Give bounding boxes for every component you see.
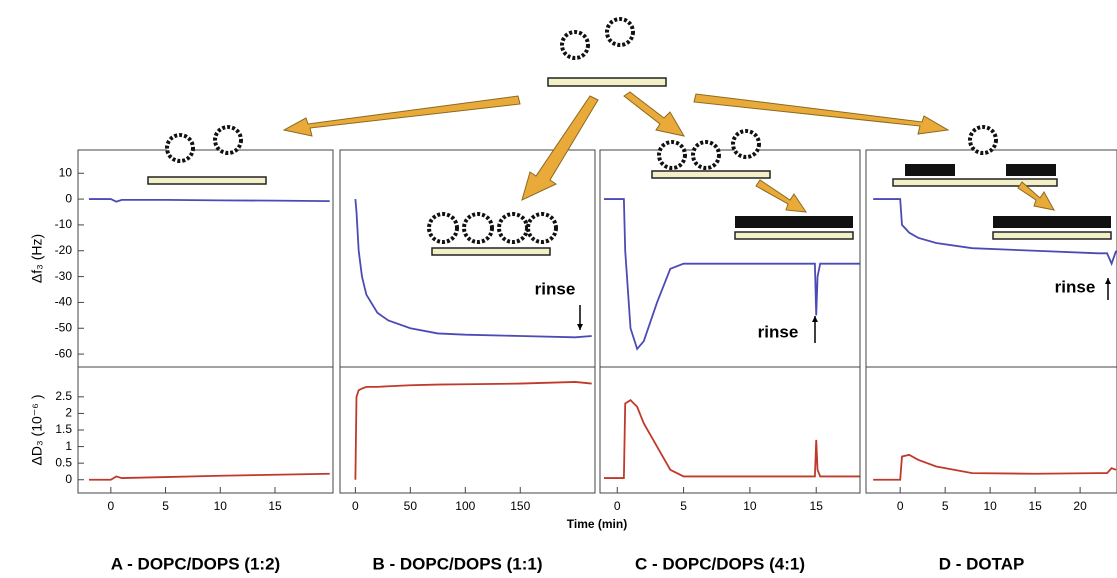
y-tick-label: 10 bbox=[59, 165, 73, 179]
panel-title: B - DOPC/DOPS (1:1) bbox=[372, 554, 542, 573]
x-tick-label: 10 bbox=[983, 499, 997, 513]
plot-frame bbox=[866, 150, 1117, 493]
x-tick-label: 0 bbox=[107, 499, 114, 513]
panel-title: C - DOPC/DOPS (4:1) bbox=[635, 554, 805, 573]
x-tick-label: 150 bbox=[510, 499, 530, 513]
x-tick-label: 50 bbox=[404, 499, 418, 513]
y-tick-label: -30 bbox=[55, 269, 73, 283]
panel-title: D - DOTAP bbox=[939, 554, 1025, 573]
x-tick-label: 10 bbox=[743, 499, 757, 513]
figure: rinseD - DOTAP20151050rinseC - DOPC/DOPS… bbox=[0, 0, 1117, 578]
x-tick-label: 10 bbox=[214, 499, 228, 513]
x-tick-label: 100 bbox=[455, 499, 475, 513]
y-tick-label: -20 bbox=[55, 243, 73, 257]
x-tick-label: 0 bbox=[897, 499, 904, 513]
y-axis-label: Δf₃ (Hz) bbox=[29, 234, 45, 283]
y-tick-label: -10 bbox=[55, 217, 73, 231]
cartoons bbox=[148, 19, 1111, 255]
y-tick-label: -50 bbox=[55, 320, 73, 334]
y2-tick-label: 0 bbox=[65, 472, 72, 486]
x-tick-label: 15 bbox=[268, 499, 282, 513]
y-tick-label: 0 bbox=[65, 191, 72, 205]
y2-tick-label: 1.5 bbox=[55, 422, 72, 436]
x-tick-label: 5 bbox=[942, 499, 949, 513]
x-axis-label: Time (min) bbox=[567, 517, 627, 531]
x-tick-label: 15 bbox=[1028, 499, 1042, 513]
data-line bbox=[89, 474, 330, 480]
y2-tick-label: 0.5 bbox=[55, 455, 72, 469]
x-tick-label: 5 bbox=[162, 499, 169, 513]
annotation: rinse bbox=[758, 322, 799, 341]
x-tick-label: 15 bbox=[810, 499, 824, 513]
annotation: rinse bbox=[535, 279, 576, 298]
y-tick-label: -40 bbox=[55, 295, 73, 309]
y2-axis-label: ΔD₃ (10⁻⁶ ) bbox=[29, 395, 45, 466]
x-tick-label: 0 bbox=[614, 499, 621, 513]
data-line bbox=[873, 455, 1116, 480]
x-tick-label: 0 bbox=[352, 499, 359, 513]
panel-title: A - DOPC/DOPS (1:2) bbox=[111, 554, 280, 573]
y2-tick-label: 2 bbox=[65, 406, 72, 420]
y2-tick-label: 2.5 bbox=[55, 389, 72, 403]
x-tick-label: 20 bbox=[1073, 499, 1087, 513]
y2-tick-label: 1 bbox=[65, 439, 72, 453]
annotation: rinse bbox=[1055, 277, 1096, 296]
data-line bbox=[604, 400, 860, 478]
y-tick-label: -60 bbox=[55, 346, 73, 360]
plot-frame bbox=[340, 150, 595, 493]
data-line bbox=[89, 199, 330, 202]
plot-frame bbox=[600, 150, 860, 493]
x-tick-label: 5 bbox=[680, 499, 687, 513]
data-line bbox=[355, 382, 591, 480]
